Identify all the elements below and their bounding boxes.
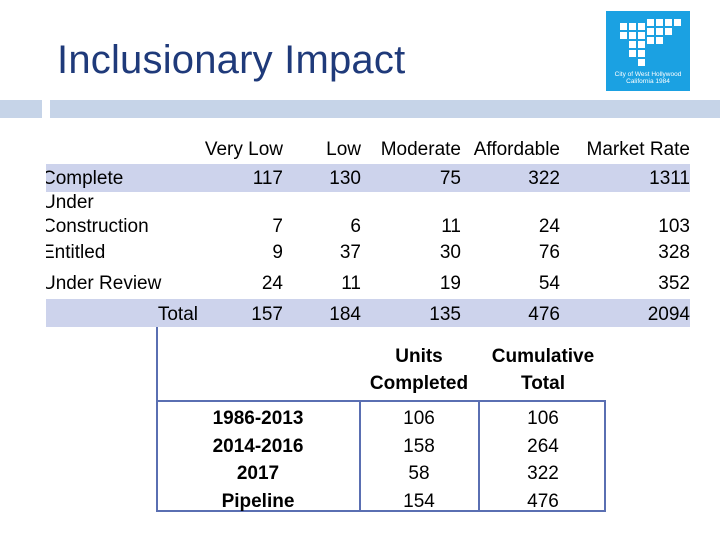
period-1986-2013: 1986-2013: [212, 408, 304, 429]
grid-line: [156, 400, 606, 402]
table-cell: 476: [528, 304, 560, 325]
row-label-complete: Complete: [42, 168, 124, 189]
table-cell: 352: [658, 273, 690, 294]
table-cell: 24: [261, 273, 283, 294]
table-cell: 264: [527, 435, 559, 457]
header-affordable: Affordable: [473, 139, 560, 160]
table-cell: 11: [341, 273, 361, 294]
accent-bar-left: [0, 100, 42, 118]
table-cell: 117: [252, 168, 283, 189]
header-moderate: Moderate: [380, 139, 461, 160]
table-cell: 76: [538, 242, 560, 263]
table-cell: 24: [538, 216, 560, 237]
table-cell: 328: [658, 242, 690, 263]
row-label-total: Total: [157, 304, 198, 325]
row-label-under: Under: [42, 192, 94, 213]
table-cell: 106: [527, 408, 559, 429]
logo-text-line1: City of West Hollywood: [614, 71, 682, 78]
table-cell: 322: [527, 463, 559, 484]
table-cell: 37: [339, 242, 361, 263]
table-cell: 75: [439, 168, 461, 189]
grid-line: [359, 400, 361, 512]
table-cell: 11: [441, 216, 461, 237]
table-cell: 19: [439, 273, 461, 294]
table-cell: 158: [403, 435, 435, 457]
left-divider: [42, 96, 46, 540]
table-cell: 157: [251, 304, 283, 325]
row-label-construction: Construction: [42, 216, 149, 237]
table-cell: 9: [272, 242, 283, 263]
period-2014-2016: 2014-2016: [212, 435, 304, 457]
period-pipeline: Pipeline: [221, 490, 295, 512]
total-row-band: [42, 299, 690, 327]
city-logo-icon: [620, 19, 681, 66]
header-units: Units: [395, 346, 443, 367]
table-cell: 30: [439, 242, 461, 263]
table-cell: 322: [528, 168, 560, 189]
header-completed: Completed: [369, 373, 469, 394]
header-market-rate: Market Rate: [586, 139, 690, 160]
grid-line: [604, 400, 606, 512]
logo-text-line2: California 1984: [626, 78, 670, 85]
table-cell: 2094: [647, 304, 690, 325]
table-cell: 476: [527, 490, 559, 512]
header-total: Total: [521, 373, 565, 394]
header-cumulative: Cumulative: [491, 346, 595, 367]
table-cell: 6: [350, 216, 361, 237]
complete-row-band: [42, 164, 690, 192]
table-cell: 1311: [649, 168, 690, 189]
row-label-entitled: Entitled: [42, 242, 106, 263]
table-cell: 54: [538, 273, 560, 294]
accent-bar: [50, 100, 720, 118]
table-cell: 130: [329, 168, 361, 189]
grid-line: [478, 400, 480, 512]
period-2017: 2017: [236, 463, 280, 484]
city-logo: City of West Hollywood California 1984: [606, 11, 690, 91]
table-cell: 154: [403, 490, 435, 512]
header-low: Low: [326, 139, 361, 160]
header-very-low: Very Low: [204, 139, 283, 160]
grid-line: [156, 327, 158, 512]
table-cell: 58: [408, 463, 430, 484]
table-cell: 184: [329, 304, 361, 325]
table-cell: 135: [429, 304, 461, 325]
grid-line: [156, 510, 606, 512]
page-title: Inclusionary Impact: [57, 38, 406, 82]
table-cell: 103: [658, 216, 690, 237]
table-cell: 106: [403, 408, 435, 429]
table-cell: 7: [272, 216, 283, 237]
row-label-under-review: Under Review: [42, 273, 162, 294]
